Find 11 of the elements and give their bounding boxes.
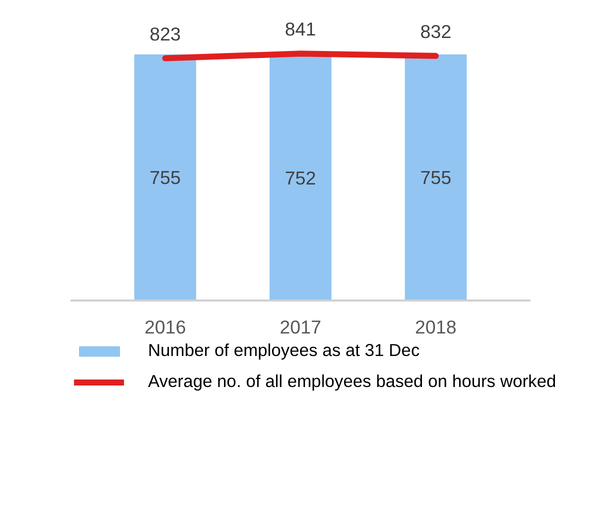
legend-label: Average no. of all employees based on hours worked [148,371,556,392]
data-label: 841 [284,18,316,40]
data-label: 832 [420,20,452,42]
legend-label: Number of employees as at 31 Dec [148,340,420,361]
x-tick-label: 2016 [144,316,186,338]
x-tick-label: 2018 [415,316,457,338]
data-label: 755 [420,167,452,188]
data-label: 752 [284,168,316,189]
data-label: 823 [150,23,181,44]
data-label: 755 [150,167,181,188]
x-tick-label: 2017 [280,316,322,338]
